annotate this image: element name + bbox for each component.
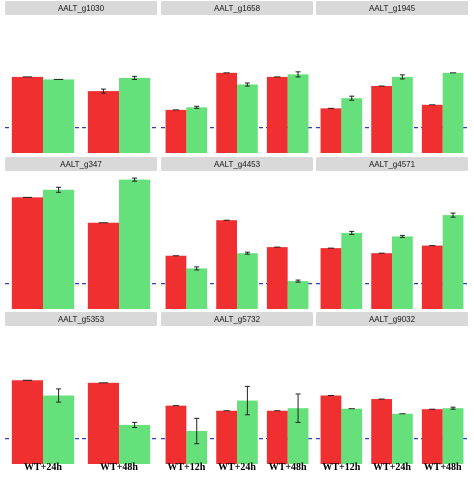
bar-red	[165, 109, 187, 153]
bar-green	[43, 79, 75, 153]
x-tick-label: WT+24h	[24, 462, 62, 473]
facet-strip	[316, 1, 468, 15]
bar-red	[11, 76, 43, 153]
bar-red	[266, 247, 288, 309]
facet-strip	[316, 312, 468, 326]
bar-green	[341, 408, 363, 464]
facet-title: AALT_g9032	[369, 315, 416, 324]
facet-panel: AALT_g4571	[316, 157, 468, 309]
bar-green	[119, 424, 151, 464]
bar-green	[442, 215, 464, 309]
bar-red	[216, 410, 237, 464]
bar-red	[165, 255, 187, 309]
bar-red	[320, 395, 342, 464]
bar-red	[421, 104, 443, 153]
bar-green	[119, 77, 151, 153]
facet-title: AALT_g5732	[214, 315, 261, 324]
facet-panel: AALT_g1030	[5, 1, 157, 153]
facet-strip	[5, 157, 157, 171]
bar-red	[320, 248, 342, 309]
bar-green	[43, 189, 75, 309]
facet-title: AALT_g1658	[214, 4, 261, 13]
bar-red	[87, 91, 119, 153]
bar-green	[237, 253, 258, 309]
facet-strip	[316, 157, 468, 171]
bar-green	[287, 281, 309, 309]
facet-panel: AALT_g4453	[161, 157, 313, 309]
x-tick-label: WT+24h	[373, 462, 411, 473]
bar-green	[287, 74, 309, 153]
bar-green	[186, 268, 208, 309]
facet-panel: AALT_g5353 WT+24h WT+48h	[5, 312, 157, 473]
bar-green	[237, 400, 258, 464]
bar-red	[266, 76, 288, 153]
facet-panel: AALT_g5732 WT+12h WT+24h WT+48h	[161, 312, 313, 473]
bar-red	[371, 86, 392, 153]
bar-red	[87, 382, 119, 464]
bar-green	[392, 236, 413, 309]
bar-green	[43, 395, 75, 464]
bar-green	[287, 408, 309, 464]
bar-red	[87, 222, 119, 309]
facet-strip	[5, 312, 157, 326]
facet-panel: AALT_g347	[5, 157, 157, 309]
facet-panel: AALT_g1658	[161, 1, 313, 153]
bar-green	[341, 232, 363, 309]
bar-red	[165, 405, 187, 464]
x-tick-label: WT+48h	[269, 462, 307, 473]
x-tick-label: WT+48h	[100, 462, 138, 473]
bar-red	[371, 253, 392, 309]
x-tick-label: WT+12h	[322, 462, 360, 473]
bar-red	[11, 380, 43, 464]
x-tick-label: WT+12h	[167, 462, 205, 473]
bar-red	[216, 220, 237, 309]
bar-red	[266, 410, 288, 464]
bar-red	[421, 409, 443, 464]
bar-green	[392, 76, 413, 153]
facet-strip	[5, 1, 157, 15]
facet-strip	[161, 157, 313, 171]
bar-green	[442, 408, 464, 464]
bar-red	[320, 108, 342, 153]
bar-green	[186, 431, 208, 464]
facet-title: AALT_g4453	[214, 160, 261, 169]
bar-red	[216, 72, 237, 153]
bar-green	[442, 72, 464, 153]
bar-green	[119, 179, 151, 309]
facet-strip	[161, 1, 313, 15]
facet-title: AALT_g1030	[58, 4, 105, 13]
facet-panel: AALT_g9032 WT+12h WT+24h WT+48h	[316, 312, 468, 473]
facet-title: AALT_g1945	[369, 4, 416, 13]
bar-green	[341, 98, 363, 153]
bar-green	[186, 107, 208, 153]
facet-strip	[161, 312, 313, 326]
x-tick-label: WT+48h	[424, 462, 462, 473]
bar-red	[11, 197, 43, 309]
x-tick-label: WT+24h	[218, 462, 256, 473]
bar-green	[237, 84, 258, 153]
facet-title: AALT_g4571	[369, 160, 416, 169]
facet-panel: AALT_g1945	[316, 1, 468, 153]
facet-title: AALT_g5353	[58, 315, 105, 324]
facet-title: AALT_g347	[60, 160, 102, 169]
bar-red	[421, 245, 443, 309]
bar-green	[392, 413, 413, 464]
bar-red	[371, 399, 392, 464]
